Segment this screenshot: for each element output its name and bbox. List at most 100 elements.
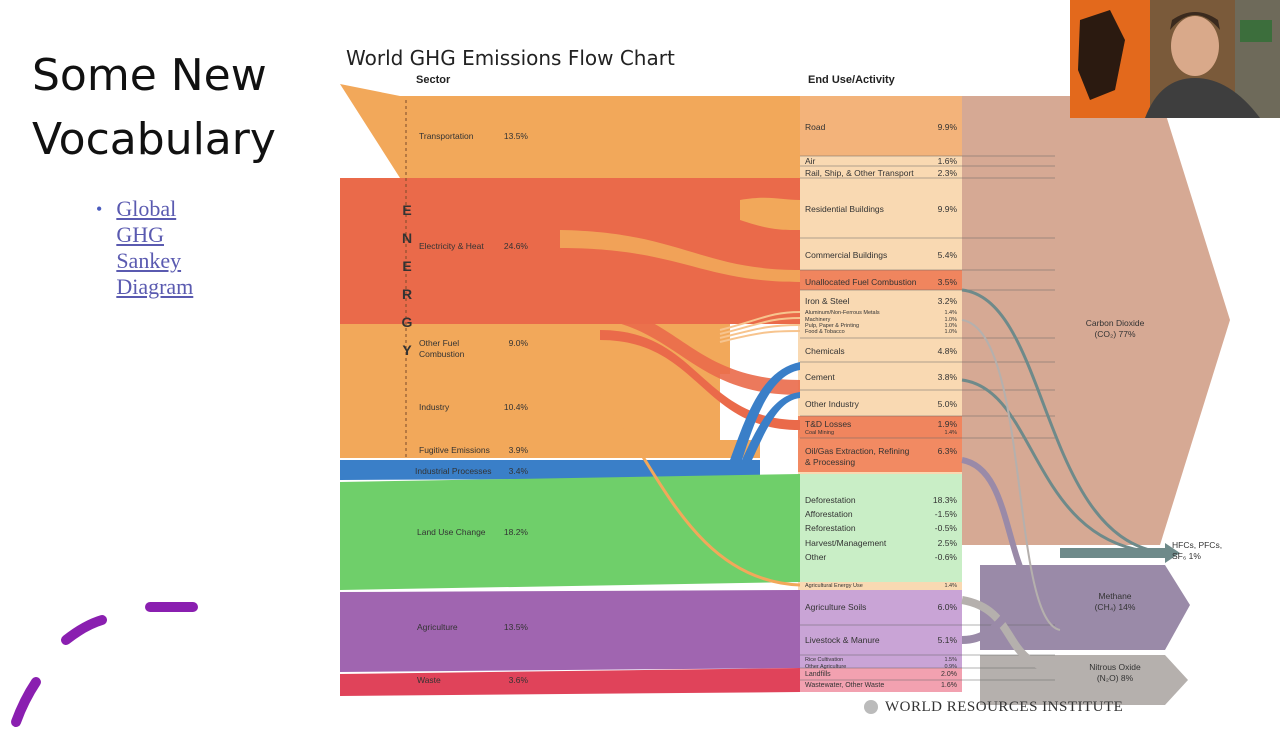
sector-value: 3.9% <box>508 445 528 455</box>
end-use-label: Commercial Buildings <box>805 250 888 260</box>
end-use-label: Air <box>805 156 816 166</box>
end-use-label: Aluminum/Non-Ferrous Metals <box>805 310 880 316</box>
end-use-label: Machinery <box>805 317 831 323</box>
flow-electricity-commercial <box>560 230 800 282</box>
gas-label-n2o: Nitrous Oxide (N₂O) 8% <box>1089 662 1141 683</box>
end-use-label: Other Agriculture <box>805 664 847 670</box>
end-use-value: 1.4% <box>944 583 957 589</box>
end-use-label: Residential Buildings <box>805 204 884 214</box>
end-use-label: Road <box>805 122 826 132</box>
end-use-value: 6.3% <box>937 446 957 456</box>
presenter-video-icon <box>1070 0 1280 118</box>
end-use-label: Afforestation <box>805 509 853 519</box>
end-use-label: Agriculture Soils <box>805 602 867 612</box>
sector-label: Industrial Processes <box>415 466 492 476</box>
sector-value: 13.5% <box>503 131 528 141</box>
end-use-label: Landfills <box>805 671 831 678</box>
n2o-output-band <box>980 655 1188 705</box>
end-use-value: 9.9% <box>937 122 957 132</box>
sector-value: 10.4% <box>503 402 528 412</box>
end-use-value: 5.1% <box>937 635 957 645</box>
sector-value: 24.6% <box>503 241 528 251</box>
end-use-value: 3.8% <box>937 372 957 382</box>
flow-td-losses <box>600 330 800 430</box>
flow-fuel-strands <box>719 311 801 343</box>
sankey-diagram-link[interactable]: Global GHG Sankey Diagram <box>116 196 194 299</box>
end-use-oilgas-band <box>798 438 962 472</box>
end-use-label: Deforestation <box>805 495 856 505</box>
co2-output-band <box>962 96 1230 545</box>
bullet-dot: • <box>96 199 103 219</box>
sector-industry-band <box>340 374 720 440</box>
end-use-label: Harvest/Management <box>805 538 887 548</box>
end-use-value: 1.4% <box>944 430 957 436</box>
end-use-label: Rail, Ship, & Other Transport <box>805 168 914 178</box>
end-use-value: 1.0% <box>944 329 957 335</box>
end-use-td-band <box>798 416 962 438</box>
end-use-label: Agricultural Energy Use <box>805 583 863 589</box>
source-credit: WORLD RESOURCES INSTITUTE <box>885 699 1124 715</box>
end-use-value: 1.5% <box>944 657 957 663</box>
end-use-label: Other <box>805 552 827 562</box>
end-use-label: Livestock & Manure <box>805 635 880 645</box>
end-use-value: 9.9% <box>937 204 957 214</box>
sector-value: 3.4% <box>508 466 528 476</box>
gas-label-methane: Methane (CH₄) 14% <box>1094 591 1136 612</box>
end-use-label: Rice Cultivation <box>805 657 844 663</box>
end-use-label: Chemicals <box>805 346 845 356</box>
end-use-road-band <box>798 96 962 156</box>
end-use-value: 0.9% <box>944 664 957 670</box>
sector-value: 3.6% <box>508 675 528 685</box>
webcam-video-feed <box>1070 0 1280 118</box>
gas-label-hfc: HFCs, PFCs, SF₆ 1% <box>1172 540 1223 561</box>
end-use-land-column <box>798 474 962 582</box>
end-use-label: Unallocated Fuel Combustion <box>805 277 917 287</box>
sector-label: Other Fuel Combustion <box>419 338 465 359</box>
end-use-value: 1.0% <box>944 323 957 329</box>
end-use-label: Pulp, Paper & Printing <box>805 323 860 329</box>
sector-value: 13.5% <box>503 622 528 632</box>
end-use-label: Wastewater, Other Waste <box>805 682 885 689</box>
end-use-electricity-band <box>798 270 962 290</box>
end-use-value: 2.0% <box>941 671 957 678</box>
flow-agricultural-energy <box>559 374 801 587</box>
sector-fugitive-band <box>340 440 760 458</box>
flow-industrial-processes <box>730 362 800 460</box>
end-use-label: Food & Tobacco <box>805 329 845 335</box>
sector-value: 9.0% <box>508 338 528 348</box>
gas-flow-curves <box>961 288 1166 674</box>
bullet-item: • Global GHG Sankey Diagram <box>96 196 206 300</box>
end-use-value: 1.9% <box>937 419 957 429</box>
flow-electricity-residential <box>560 190 800 250</box>
end-use-value: 1.6% <box>941 682 957 689</box>
end-use-value: 1.4% <box>944 310 957 316</box>
slide-title: Some New Vocabulary <box>32 50 276 165</box>
end-use-value: -0.5% <box>934 523 957 533</box>
end-use-value: 3.2% <box>937 296 957 306</box>
end-use-label: Reforestation <box>805 523 856 533</box>
sector-label: Electricity & Heat <box>419 241 484 251</box>
end-use-value: 5.4% <box>937 250 957 260</box>
flow-industrial-processes-2 <box>742 392 800 460</box>
bullet-list: • Global GHG Sankey Diagram <box>96 196 206 300</box>
end-use-label: T&D Losses <box>805 419 852 429</box>
sector-label: Waste <box>417 675 441 685</box>
sector-label: Transportation <box>419 131 474 141</box>
sector-label: Fugitive Emissions <box>419 445 490 455</box>
sector-label: Industry <box>419 402 450 412</box>
sector-label: Agriculture <box>417 622 458 632</box>
end-use-value: 6.0% <box>937 602 957 612</box>
end-use-value: 1.0% <box>944 317 957 323</box>
end-use-header: End Use/Activity <box>808 74 895 86</box>
wri-logo-icon <box>864 700 878 714</box>
end-use-label: Coal Mining <box>805 430 835 436</box>
end-use-value: 1.6% <box>937 156 957 166</box>
sector-header: Sector <box>416 74 451 86</box>
end-use-agri-energy <box>798 582 962 590</box>
gas-label-co2: Carbon Dioxide (CO₂) 77% <box>1085 318 1145 339</box>
sector-value: 18.2% <box>503 527 528 537</box>
flow-industry-to-enduses <box>560 300 800 395</box>
flow-residential-band <box>740 197 800 230</box>
end-use-label: Cement <box>805 372 835 382</box>
chart-title: World GHG Emissions Flow Chart <box>346 46 675 70</box>
